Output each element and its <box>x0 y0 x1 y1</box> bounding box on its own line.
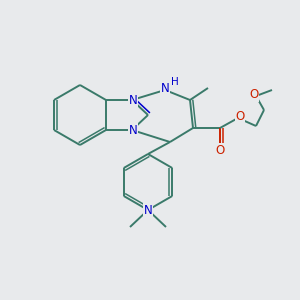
Text: H: H <box>171 77 179 87</box>
Text: O: O <box>249 88 259 101</box>
Text: N: N <box>129 124 137 136</box>
Text: O: O <box>215 143 225 157</box>
Text: N: N <box>144 203 152 217</box>
Text: O: O <box>236 110 244 124</box>
Text: N: N <box>129 94 137 106</box>
Text: N: N <box>160 82 169 95</box>
